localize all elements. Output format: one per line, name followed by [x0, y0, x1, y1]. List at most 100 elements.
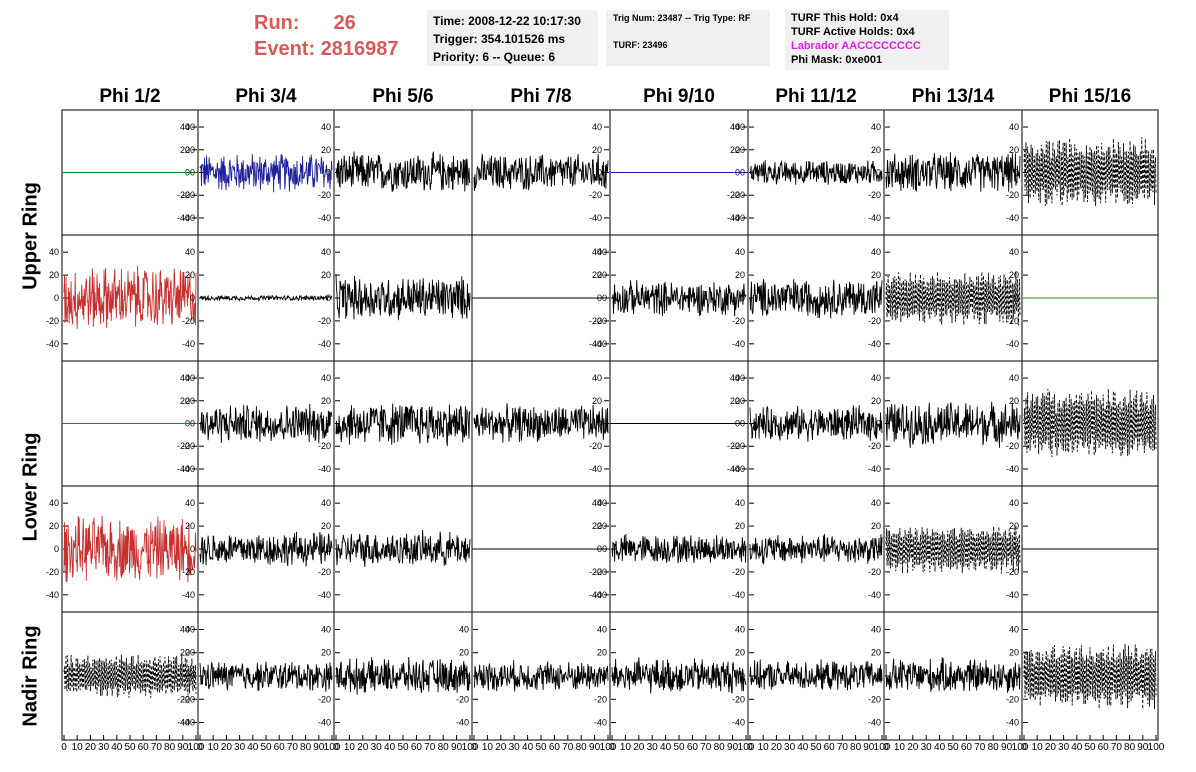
waveform-trace: [885, 152, 1021, 192]
y-tick-label: 20: [871, 648, 881, 658]
waveform-panel: 40 20 0 -20 -40: [609, 109, 749, 236]
waveform-panel: 40 20 0 -20 -40: [732, 485, 885, 613]
y-tick-label: -40: [868, 718, 881, 728]
column-header: Phi 5/6: [372, 86, 434, 107]
run-value: 26: [333, 12, 356, 34]
x-tick-label: 70: [287, 742, 299, 753]
x-tick-label: 20: [357, 742, 369, 753]
waveform-panel: 40 20 0 -20 -40: [732, 611, 885, 741]
x-tick-label: 10: [894, 742, 906, 753]
y-tick-label: 20: [321, 521, 331, 531]
y-tick-label: 20: [185, 396, 195, 406]
y-tick-label: -40: [727, 464, 740, 474]
waveform-trace: [749, 533, 883, 565]
y-tick-label: 20: [180, 648, 190, 658]
y-tick-label: 0: [1014, 544, 1019, 554]
y-tick-label: 40: [735, 624, 745, 634]
y-tick-label: 0: [602, 293, 607, 303]
waveform-trace: [611, 533, 747, 564]
x-tick-label: 70: [151, 742, 163, 753]
x-tick-label: 100: [1148, 742, 1165, 753]
y-tick-label: 40: [321, 624, 331, 634]
x-tick-label: 30: [921, 742, 933, 753]
y-tick-label: 20: [592, 270, 602, 280]
y-tick-label: -40: [732, 718, 745, 728]
y-tick-label: 0: [740, 671, 745, 681]
x-tick-label: 40: [660, 742, 672, 753]
y-tick-label: 40: [180, 122, 190, 132]
y-tick-label: 40: [592, 122, 602, 132]
y-tick-label: 40: [871, 498, 881, 508]
y-tick-label: 20: [597, 270, 607, 280]
x-tick-label: 90: [589, 742, 601, 753]
x-tick-label: 90: [313, 742, 325, 753]
x-tick-label: 50: [673, 742, 685, 753]
x-tick-label: 60: [138, 742, 150, 753]
y-tick-label: -20: [594, 316, 607, 326]
waveform-panel: 40 20 0 -20 -40: [318, 109, 473, 236]
y-tick-label: -40: [732, 464, 745, 474]
y-tick-label: 40: [185, 624, 195, 634]
waveform-trace: [749, 659, 883, 691]
y-tick-label: -40: [1006, 590, 1019, 600]
y-tick-label: -20: [318, 567, 331, 577]
waveform-trace: [63, 515, 197, 583]
y-tick-label: -20: [732, 694, 745, 704]
waveform-panel: 40 20 0 -20 -40: [594, 611, 749, 741]
time-info-panel: Time: 2008-12-22 10:17:30 Trigger: 354.1…: [427, 10, 598, 66]
x-tick-label: 20: [771, 742, 783, 753]
y-tick-label: -40: [318, 590, 331, 600]
y-tick-label: -20: [46, 316, 59, 326]
waveform-trace: [199, 153, 333, 193]
y-tick-label: -20: [177, 190, 190, 200]
trig-num-text: Trig Num: 23487 -- Trig Type: RF: [613, 13, 751, 23]
x-tick-label: 50: [260, 742, 272, 753]
y-tick-label: 0: [326, 293, 331, 303]
x-tick-label: 0: [61, 742, 67, 753]
waveform-panel: 40 20 0 -20 -40: [732, 234, 885, 362]
run-event-box: Run: 26 Event: 2816987: [254, 10, 399, 62]
y-tick-label: 40: [185, 247, 195, 257]
y-tick-label: -20: [177, 694, 190, 704]
waveform-panel: 40 20 0 -20 -40: [471, 485, 611, 613]
y-tick-label: 0: [597, 419, 602, 429]
y-tick-label: -20: [868, 441, 881, 451]
y-tick-label: 0: [1014, 168, 1019, 178]
y-tick-label: 40: [871, 122, 881, 132]
y-tick-label: 20: [49, 270, 59, 280]
y-tick-label: 20: [1009, 521, 1019, 531]
y-tick-label: 40: [592, 373, 602, 383]
y-tick-label: 20: [180, 145, 190, 155]
y-tick-label: 40: [735, 247, 745, 257]
x-tick-label: 100: [1012, 742, 1029, 753]
x-tick-label: 0: [333, 742, 339, 753]
y-tick-label: -20: [318, 441, 331, 451]
y-tick-label: -40: [589, 213, 602, 223]
trigger-time-text: Trigger: 354.101526 ms: [433, 32, 566, 46]
x-tick-label: 0: [471, 742, 477, 753]
waveform-panel: 40 20 0 -20 -40: [1006, 234, 1159, 362]
y-tick-label: 20: [592, 521, 602, 531]
x-tick-label: 80: [300, 742, 312, 753]
x-tick-label: 100: [324, 742, 341, 753]
y-tick-label: -40: [318, 718, 331, 728]
column-header: Phi 13/14: [911, 86, 995, 107]
x-tick-label: 10: [758, 742, 770, 753]
event-label: Event:: [254, 38, 316, 60]
x-tick-label: 30: [98, 742, 110, 753]
y-tick-label: -20: [318, 316, 331, 326]
waveform-panel: 40 20 0 -20 -40: [594, 234, 749, 362]
y-tick-label: -20: [1006, 567, 1019, 577]
waveform-panel: 40 20 0 -20 -40: [594, 485, 749, 613]
turf-hold-text: TURF This Hold: 0x4: [791, 12, 899, 24]
x-tick-label: 20: [1045, 742, 1057, 753]
x-tick-label: 60: [549, 742, 561, 753]
y-tick-label: 40: [180, 624, 190, 634]
y-tick-label: -20: [732, 441, 745, 451]
y-tick-label: 20: [1009, 270, 1019, 280]
y-tick-label: 0: [1014, 671, 1019, 681]
waveform-panel: 40 20 0 -20 -40: [1006, 611, 1159, 741]
y-tick-label: 20: [592, 396, 602, 406]
y-tick-label: -40: [727, 213, 740, 223]
waveform-trace: [199, 531, 333, 567]
